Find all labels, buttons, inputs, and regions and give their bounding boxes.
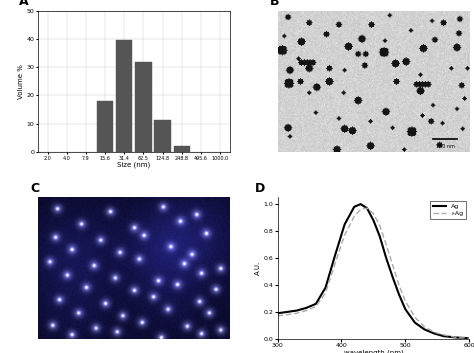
Text: 100 nm: 100 nm — [436, 144, 455, 149]
ı-Ag — [294, 311, 300, 315]
Ag — [294, 309, 300, 313]
Ag — [284, 310, 290, 314]
ı-Ag — [303, 309, 309, 313]
Ag — [351, 205, 357, 209]
Bar — [116, 40, 132, 152]
ı-Ag — [466, 336, 472, 340]
ı-Ag — [342, 233, 347, 237]
ı-Ag — [364, 206, 370, 210]
Ag — [364, 206, 370, 210]
Ag — [377, 234, 383, 239]
ı-Ag — [358, 207, 364, 211]
ı-Ag — [351, 214, 357, 219]
ı-Ag — [396, 283, 402, 287]
Bar — [155, 120, 171, 152]
Y-axis label: A.U.: A.U. — [255, 261, 261, 275]
ı-Ag — [454, 335, 459, 340]
Ag — [371, 218, 376, 222]
Ag — [275, 311, 281, 315]
X-axis label: wavelength (nm): wavelength (nm) — [344, 349, 403, 353]
ı-Ag — [441, 333, 447, 337]
Ag — [396, 292, 402, 297]
ı-Ag — [390, 263, 395, 267]
Line: ı-Ag: ı-Ag — [278, 208, 469, 338]
Bar — [97, 101, 113, 152]
Ag — [313, 302, 319, 306]
Ag — [402, 307, 408, 311]
Ag — [422, 327, 428, 331]
ı-Ag — [383, 243, 389, 247]
Ag — [323, 286, 328, 290]
ı-Ag — [313, 304, 319, 309]
Y-axis label: Volume %: Volume % — [18, 64, 24, 99]
Bar — [173, 146, 190, 152]
ı-Ag — [371, 211, 376, 216]
Ag — [358, 202, 364, 206]
Line: Ag: Ag — [278, 204, 469, 338]
Ag — [454, 335, 459, 340]
Text: A: A — [19, 0, 28, 8]
Bar — [135, 61, 152, 152]
Text: C: C — [30, 181, 39, 195]
ı-Ag — [431, 330, 437, 334]
ı-Ag — [402, 299, 408, 303]
ı-Ag — [422, 325, 428, 329]
Ag — [303, 306, 309, 310]
Ag — [412, 321, 418, 325]
Ag — [383, 256, 389, 260]
Ag — [431, 331, 437, 336]
ı-Ag — [275, 314, 281, 318]
ı-Ag — [323, 291, 328, 295]
Ag — [332, 253, 338, 257]
Ag — [342, 222, 347, 226]
Ag — [441, 334, 447, 338]
Ag — [466, 336, 472, 340]
ı-Ag — [284, 312, 290, 317]
ı-Ag — [332, 261, 338, 265]
Text: B: B — [270, 0, 279, 8]
Ag — [390, 275, 395, 279]
Text: D: D — [255, 181, 265, 195]
X-axis label: Size (nm): Size (nm) — [117, 162, 150, 168]
ı-Ag — [412, 315, 418, 319]
Legend: Ag, ı-Ag: Ag, ı-Ag — [430, 201, 466, 219]
ı-Ag — [377, 223, 383, 228]
